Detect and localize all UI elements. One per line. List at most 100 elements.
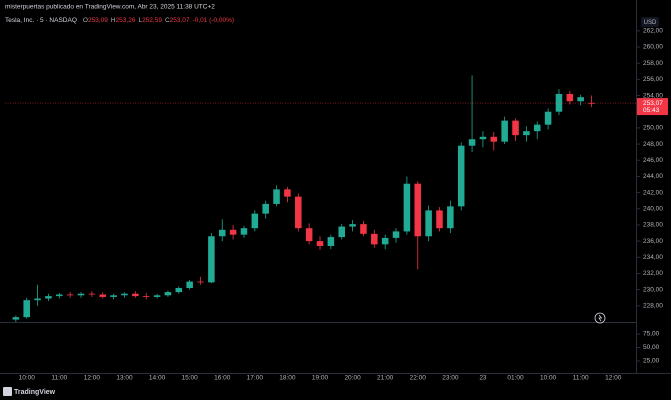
pane-y-tick-label: 50,00 — [643, 344, 660, 351]
candle-body — [403, 183, 411, 232]
last-price-badge — [637, 98, 668, 116]
chart-title: misterpuertas publicado en TradingView.c… — [5, 4, 215, 11]
y-tick-label: 232,00 — [643, 270, 663, 277]
candle-body — [371, 233, 378, 245]
x-tick-label: 10:00 — [19, 375, 36, 382]
x-tick-label: 12:00 — [605, 375, 622, 382]
candle-body — [436, 210, 443, 229]
candle-body — [305, 228, 313, 242]
candle-body — [327, 237, 335, 246]
last-price-label: 253,07 — [643, 100, 663, 107]
candle-body — [577, 97, 584, 102]
candle-body — [218, 229, 226, 237]
events-icon-glyph — [598, 314, 603, 322]
candle-body — [66, 294, 74, 296]
ohlc-value: 252,59 — [142, 17, 162, 24]
candle-body — [251, 213, 259, 229]
x-tick-label: 11:00 — [51, 375, 67, 382]
ohlc-value: 253,07 — [170, 17, 190, 24]
y-tick-label: 256,00 — [643, 76, 663, 83]
y-tick-label: 250,00 — [643, 125, 663, 132]
candle-body — [501, 120, 508, 142]
x-tick-label: 10:00 — [540, 375, 557, 382]
candle-body — [77, 293, 85, 296]
candle-body — [512, 120, 519, 136]
candle-body — [186, 281, 193, 289]
ohlc-value: 253,26 — [116, 17, 136, 24]
y-tick-label: 244,00 — [643, 173, 663, 180]
candle-body — [523, 131, 530, 136]
candle-body — [208, 236, 215, 283]
candle-body — [99, 294, 107, 297]
y-tick-label: 246,00 — [643, 157, 663, 164]
candle-body — [447, 206, 454, 229]
candle-body — [425, 210, 432, 237]
candle-body — [262, 203, 269, 214]
candle-body — [197, 281, 204, 283]
x-tick-label: 14:00 — [149, 375, 166, 382]
candle-body — [479, 136, 487, 140]
y-tick-label: 234,00 — [643, 254, 663, 261]
candle-body — [23, 300, 30, 318]
candle-body — [349, 224, 356, 227]
candle-body — [34, 298, 41, 301]
candle-body — [295, 196, 302, 229]
candle-body — [175, 288, 183, 293]
candle-body — [273, 189, 280, 204]
y-tick-label: 230,00 — [643, 286, 663, 293]
candle-body — [56, 294, 63, 297]
y-tick-label: 254,00 — [643, 92, 663, 99]
candle-body — [457, 145, 465, 207]
pane-y-tick-label: 75,00 — [643, 331, 660, 338]
candle-body — [12, 317, 20, 320]
y-tick-label: 262,00 — [643, 28, 663, 35]
candle-body — [392, 231, 400, 238]
candle-body — [468, 139, 476, 146]
candle-body — [588, 102, 595, 104]
candle-body — [164, 292, 172, 296]
candle-body — [153, 295, 161, 297]
ohlc-label: C — [165, 17, 170, 24]
x-tick-label: 16:00 — [214, 375, 231, 382]
ohlc-label: L — [138, 17, 142, 24]
pane-y-tick-label: 25,00 — [643, 358, 660, 365]
x-tick-label: 13:00 — [116, 375, 133, 382]
y-tick-label: 228,00 — [643, 303, 663, 310]
x-tick-label: 19:00 — [312, 375, 329, 382]
events-icon[interactable] — [594, 312, 606, 324]
candle-body — [121, 293, 128, 296]
x-tick-label: 11:00 — [573, 375, 589, 382]
candle-body — [338, 226, 345, 238]
y-tick-label: 258,00 — [643, 60, 663, 67]
candle-body — [284, 189, 291, 197]
x-tick-label: 22:00 — [410, 375, 427, 382]
y-tick-label: 238,00 — [643, 222, 663, 229]
candle-body — [88, 293, 96, 295]
x-tick-label: 18:00 — [279, 375, 296, 382]
candle-body — [240, 228, 248, 235]
y-tick-label: 240,00 — [643, 205, 663, 212]
candle-body — [414, 183, 422, 237]
currency-badge[interactable] — [641, 17, 659, 27]
candle-body — [381, 237, 389, 245]
x-tick-label: 23 — [479, 375, 487, 382]
candle-body — [533, 124, 541, 132]
ohlc-value: 253,09 — [88, 17, 108, 24]
candle-body — [555, 93, 563, 112]
y-tick-label: 248,00 — [643, 141, 663, 148]
currency: USD — [644, 20, 657, 26]
candle-body — [490, 136, 498, 142]
x-tick-label: 21:00 — [377, 375, 394, 382]
candle-body — [229, 229, 237, 235]
change: -0,01 (-0,00%) — [193, 17, 235, 24]
candle-body — [316, 241, 324, 246]
x-tick-label: 23:00 — [442, 375, 459, 382]
candle-body — [110, 295, 117, 297]
y-tick-label: 260,00 — [643, 44, 663, 51]
x-tick-label: 17:00 — [247, 375, 264, 382]
x-tick-label: 12:00 — [84, 375, 101, 382]
candle-body — [544, 111, 552, 125]
brand-logo — [3, 387, 12, 396]
